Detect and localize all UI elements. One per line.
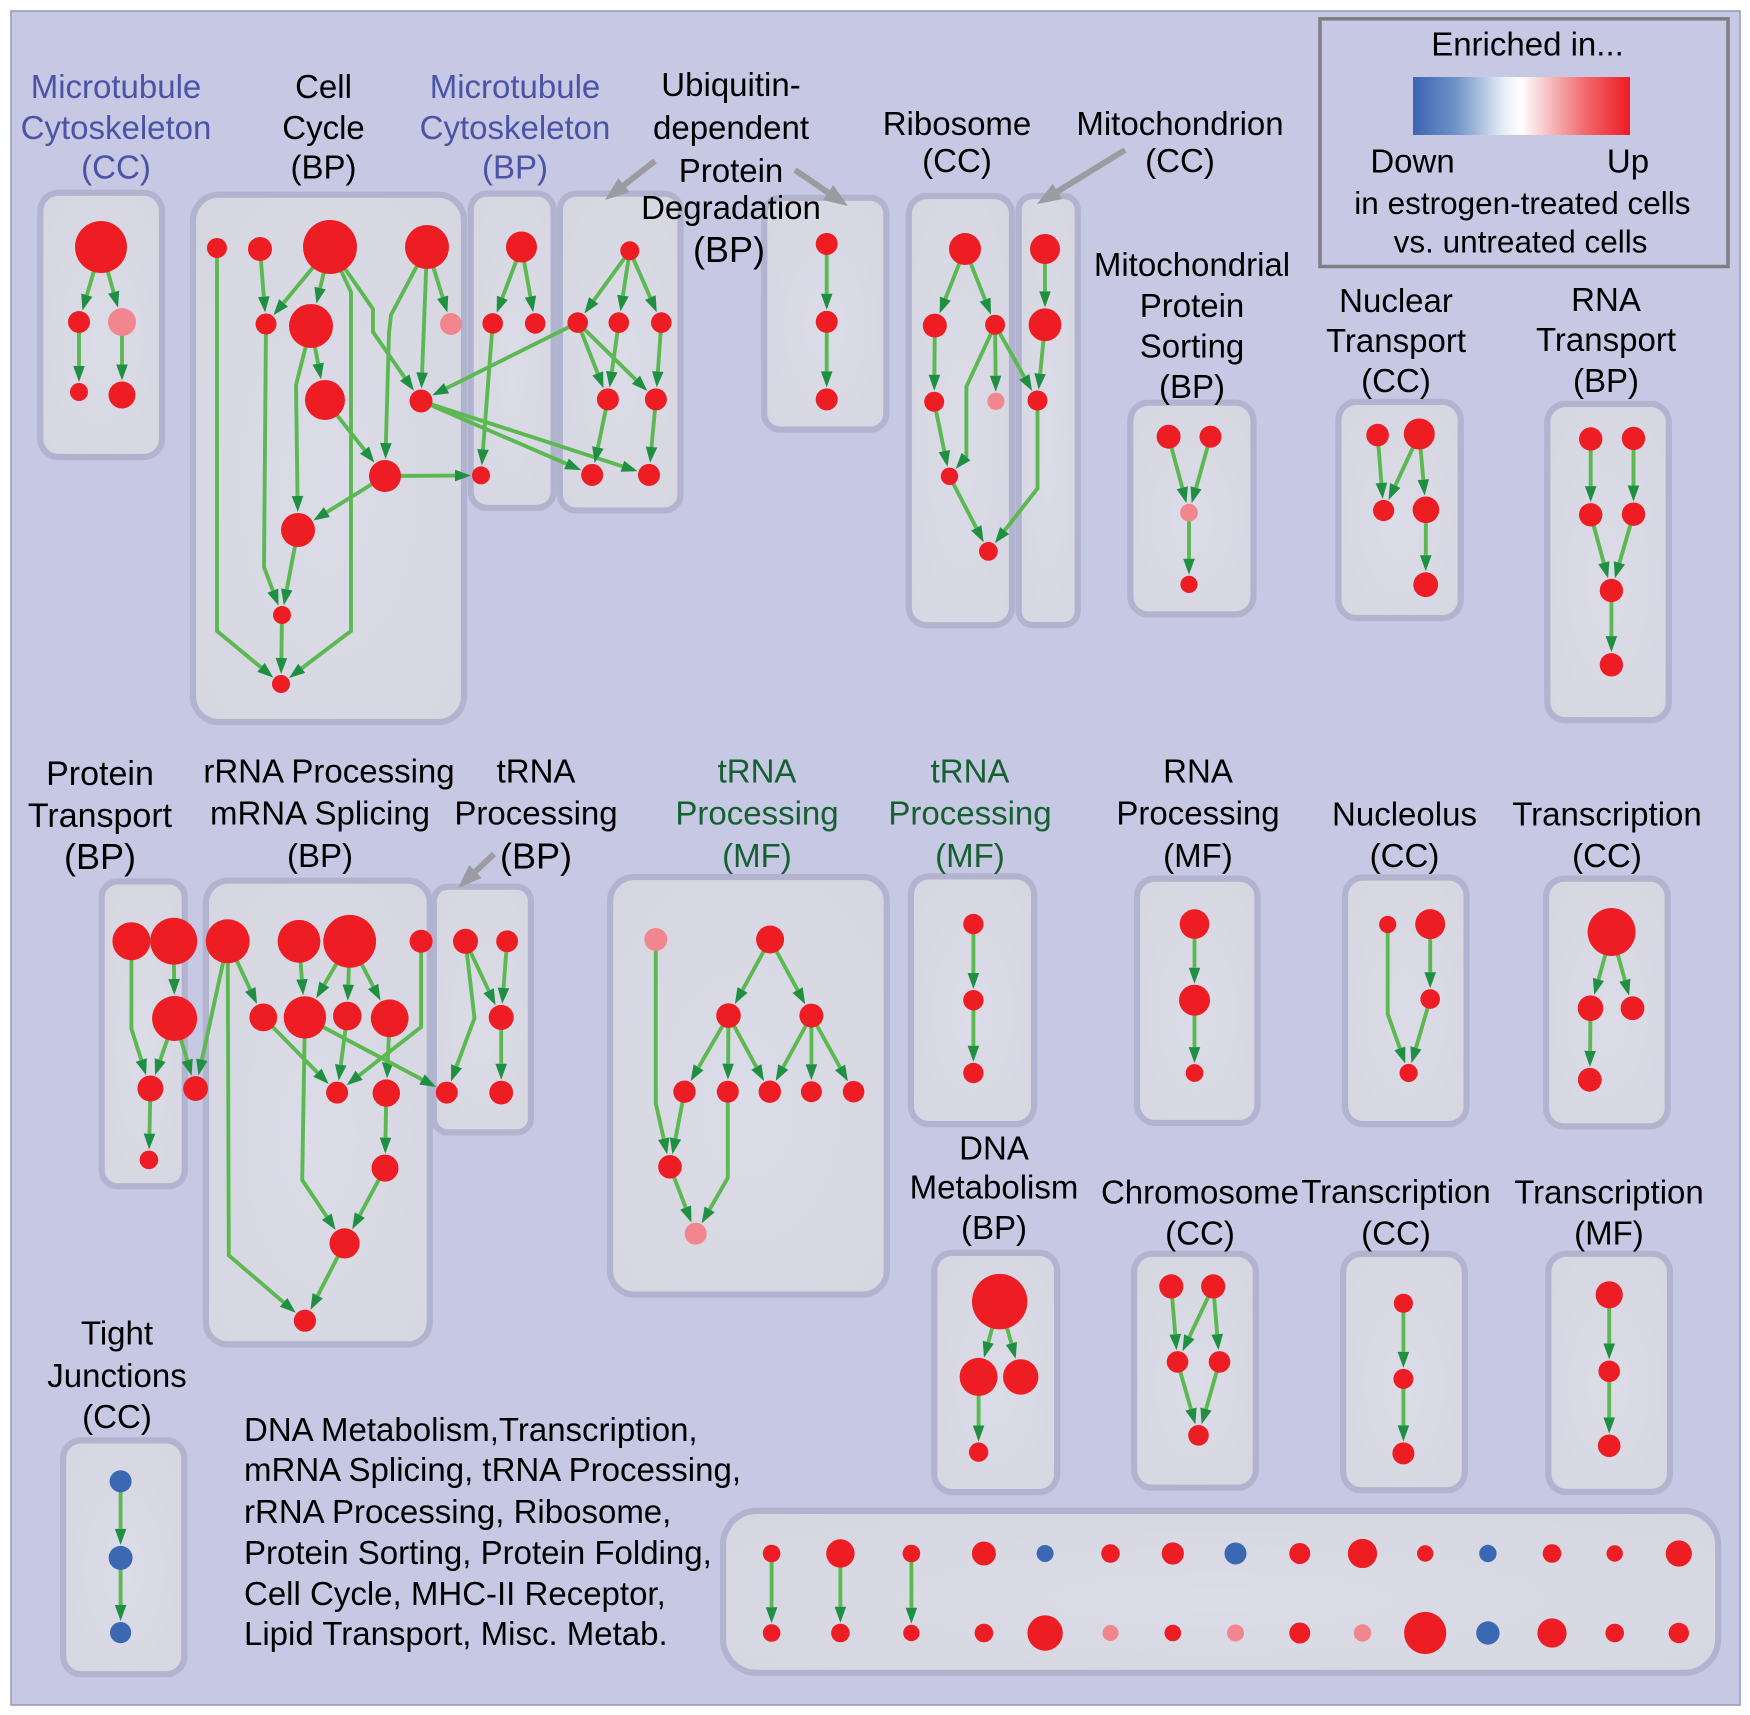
svg-text:Processing: Processing	[888, 795, 1051, 832]
svg-text:Junctions: Junctions	[47, 1357, 186, 1394]
svg-text:Microtubule: Microtubule	[31, 68, 202, 105]
svg-text:Chromosome: Chromosome	[1101, 1174, 1299, 1211]
svg-text:Transport: Transport	[28, 797, 173, 835]
svg-text:(BP): (BP)	[693, 229, 765, 270]
svg-text:Nucleolus: Nucleolus	[1332, 796, 1477, 833]
svg-text:Ribosome: Ribosome	[883, 105, 1032, 142]
svg-text:Microtubule: Microtubule	[430, 68, 601, 105]
svg-text:Transport: Transport	[1536, 321, 1676, 358]
svg-text:Up: Up	[1607, 143, 1649, 180]
svg-text:mRNA Splicing, tRNA Processing: mRNA Splicing, tRNA Processing,	[244, 1451, 741, 1488]
svg-text:Cytoskeleton: Cytoskeleton	[420, 109, 611, 146]
svg-text:tRNA: tRNA	[718, 753, 797, 790]
svg-text:(MF): (MF)	[1574, 1215, 1644, 1252]
svg-text:(CC): (CC)	[1165, 1215, 1235, 1252]
svg-text:Mitochondrion: Mitochondrion	[1076, 105, 1283, 142]
svg-text:(MF): (MF)	[935, 837, 1005, 874]
svg-text:(CC): (CC)	[922, 142, 992, 179]
svg-text:RNA: RNA	[1163, 753, 1233, 790]
svg-text:Cell Cycle, MHC-II Receptor,: Cell Cycle, MHC-II Receptor,	[244, 1575, 666, 1612]
svg-text:(BP): (BP)	[482, 149, 548, 186]
svg-text:Transport: Transport	[1326, 322, 1466, 359]
svg-text:(CC): (CC)	[81, 149, 151, 186]
svg-text:Cytoskeleton: Cytoskeleton	[21, 109, 212, 146]
svg-text:Cell: Cell	[295, 68, 352, 105]
svg-text:(BP): (BP)	[1159, 368, 1225, 405]
svg-text:(CC): (CC)	[1145, 142, 1215, 179]
svg-text:Processing: Processing	[675, 795, 838, 832]
svg-text:(BP): (BP)	[500, 836, 572, 877]
svg-text:tRNA: tRNA	[497, 753, 576, 790]
svg-text:Nuclear: Nuclear	[1339, 282, 1453, 319]
svg-text:Processing: Processing	[454, 795, 617, 832]
svg-text:Transcription: Transcription	[1301, 1173, 1491, 1210]
svg-text:(CC): (CC)	[1572, 837, 1642, 874]
svg-text:Protein Sorting, Protein Foldi: Protein Sorting, Protein Folding,	[244, 1534, 712, 1571]
svg-text:Enriched in...: Enriched in...	[1431, 26, 1624, 63]
svg-text:Protein: Protein	[46, 755, 154, 793]
svg-text:Processing: Processing	[1116, 795, 1279, 832]
svg-text:(MF): (MF)	[1163, 837, 1233, 874]
svg-text:Transcription: Transcription	[1512, 796, 1702, 833]
svg-text:DNA: DNA	[959, 1130, 1029, 1167]
svg-text:(BP): (BP)	[287, 837, 353, 874]
svg-text:dependent: dependent	[653, 109, 809, 146]
svg-text:Protein: Protein	[1140, 287, 1245, 324]
svg-text:rRNA Processing: rRNA Processing	[203, 753, 454, 790]
svg-text:(BP): (BP)	[961, 1209, 1027, 1246]
svg-text:Down: Down	[1370, 143, 1454, 180]
svg-text:Mitochondrial: Mitochondrial	[1094, 246, 1290, 283]
svg-text:(CC): (CC)	[1361, 1215, 1431, 1252]
svg-text:Degradation: Degradation	[641, 189, 821, 226]
svg-text:(CC): (CC)	[82, 1398, 152, 1435]
svg-text:(BP): (BP)	[1573, 362, 1639, 399]
svg-text:tRNA: tRNA	[931, 753, 1010, 790]
svg-text:Sorting: Sorting	[1140, 328, 1245, 365]
svg-text:Tight: Tight	[81, 1315, 153, 1352]
svg-text:Lipid Transport, Misc. Metab.: Lipid Transport, Misc. Metab.	[244, 1615, 668, 1652]
svg-text:(MF): (MF)	[722, 837, 792, 874]
svg-text:DNA Metabolism,Transcription,: DNA Metabolism,Transcription,	[244, 1411, 698, 1448]
svg-text:in estrogen-treated cells: in estrogen-treated cells	[1354, 185, 1690, 221]
svg-text:(CC): (CC)	[1370, 837, 1440, 874]
svg-text:vs. untreated cells: vs. untreated cells	[1394, 224, 1648, 260]
svg-text:mRNA Splicing: mRNA Splicing	[210, 795, 430, 832]
svg-text:(BP): (BP)	[64, 836, 136, 877]
svg-text:Cycle: Cycle	[282, 109, 365, 146]
svg-text:Protein: Protein	[679, 152, 784, 189]
svg-text:(CC): (CC)	[1361, 362, 1431, 399]
svg-text:Ubiquitin-: Ubiquitin-	[661, 66, 800, 103]
svg-text:Metabolism: Metabolism	[910, 1169, 1079, 1206]
svg-text:Transcription: Transcription	[1514, 1174, 1704, 1211]
svg-text:(BP): (BP)	[291, 149, 357, 186]
svg-text:RNA: RNA	[1571, 281, 1641, 318]
svg-text:rRNA Processing, Ribosome,: rRNA Processing, Ribosome,	[244, 1493, 671, 1530]
